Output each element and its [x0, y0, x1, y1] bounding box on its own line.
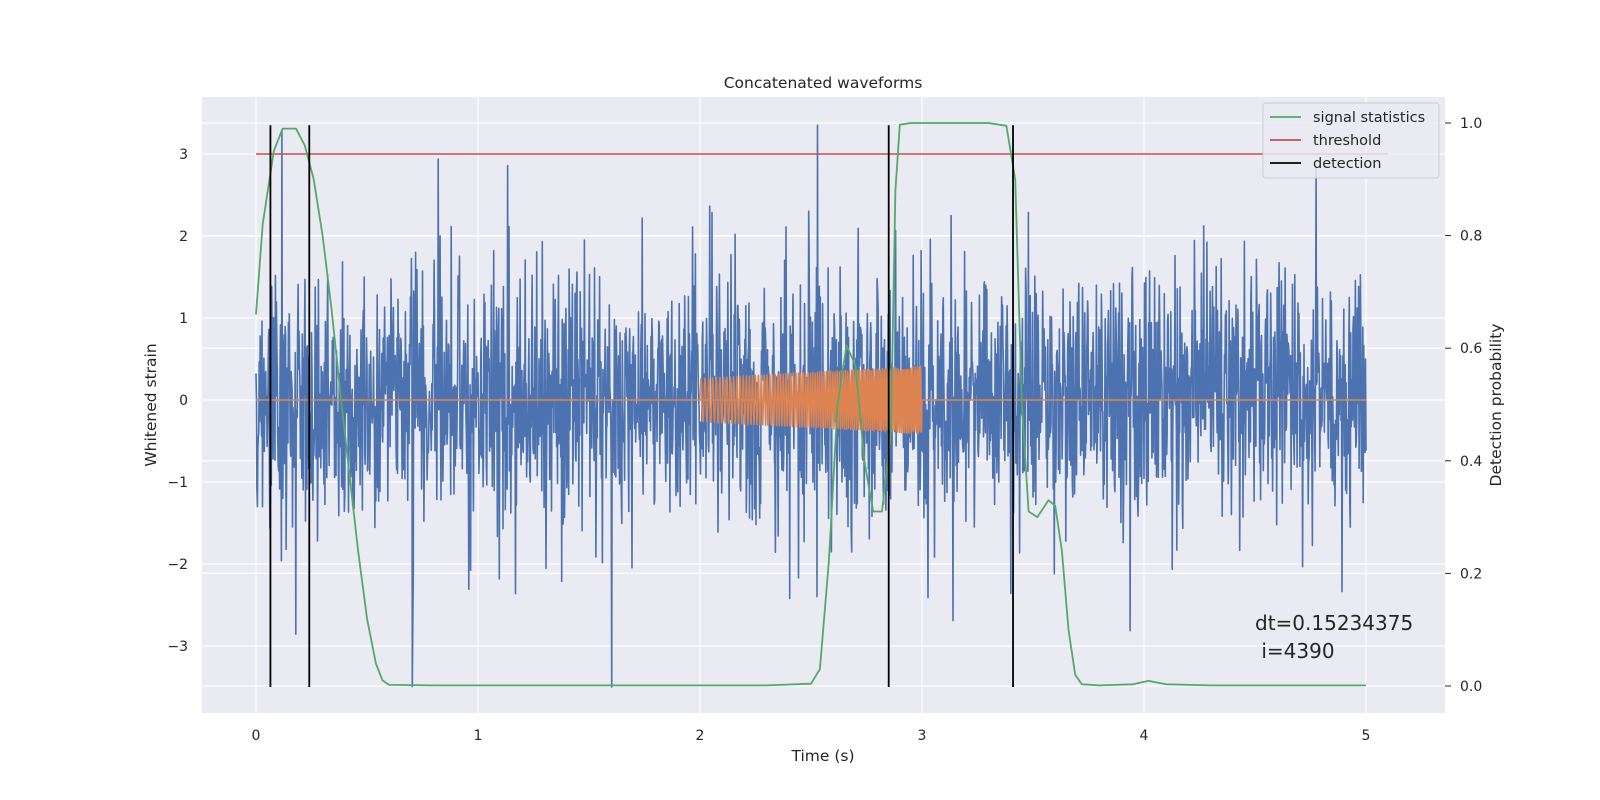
x-axis-label: Time (s): [790, 747, 854, 765]
y-tick-label: −2: [167, 557, 188, 573]
legend-box: [1262, 102, 1440, 179]
y-axis-label: Whitened strain: [142, 343, 160, 466]
legend: signal statistics threshold detection: [1262, 102, 1440, 179]
y-tick-label: −3: [167, 639, 188, 655]
y-tick-label: 0: [179, 393, 188, 409]
x-tick-label: 2: [696, 728, 705, 744]
y-tick-label: 1: [179, 311, 188, 327]
x-tick-label: 4: [1140, 728, 1149, 744]
injected-signal-burst: [699, 365, 923, 435]
chart-title: Concatenated waveforms: [724, 74, 923, 92]
y2-tick-label: 0.0: [1460, 679, 1482, 695]
annotation-index: i=4390: [1255, 639, 1335, 663]
y2-tick-label: 1.0: [1460, 116, 1482, 132]
y-tick-label: 2: [179, 229, 188, 245]
x-tick-label: 5: [1362, 728, 1371, 744]
legend-label-detection: detection: [1313, 156, 1381, 172]
x-tick-label: 0: [252, 728, 261, 744]
y-axis-left: −3 −2 −1 0 1 2 3: [167, 147, 188, 655]
signal-statistics-series: [255, 122, 1366, 687]
y2-tick-label: 0.2: [1460, 566, 1482, 582]
y2-tick-label: 0.8: [1460, 229, 1482, 245]
annotation-dt: dt=0.15234375: [1255, 611, 1413, 635]
y2-tick-label: 0.6: [1460, 341, 1482, 357]
x-tick-label: 1: [474, 728, 483, 744]
y-tick-label: 3: [179, 147, 188, 163]
signal-statistics-line: [255, 122, 1366, 687]
x-tick-label: 3: [918, 728, 927, 744]
legend-label-threshold: threshold: [1313, 133, 1381, 149]
legend-label-signal-statistics: signal statistics: [1313, 110, 1425, 126]
y-tick-label: −1: [167, 475, 188, 491]
y2-tick-label: 0.4: [1460, 454, 1482, 470]
y-axis-right: 0.0 0.2 0.4 0.6 0.8 1.0: [1445, 116, 1482, 695]
detection-series: [269, 125, 1014, 687]
x-axis: 0 1 2 3 4 5: [252, 728, 1371, 744]
y2-axis-label: Detection probability: [1487, 324, 1505, 487]
injected-signal-series: [256, 365, 1366, 435]
